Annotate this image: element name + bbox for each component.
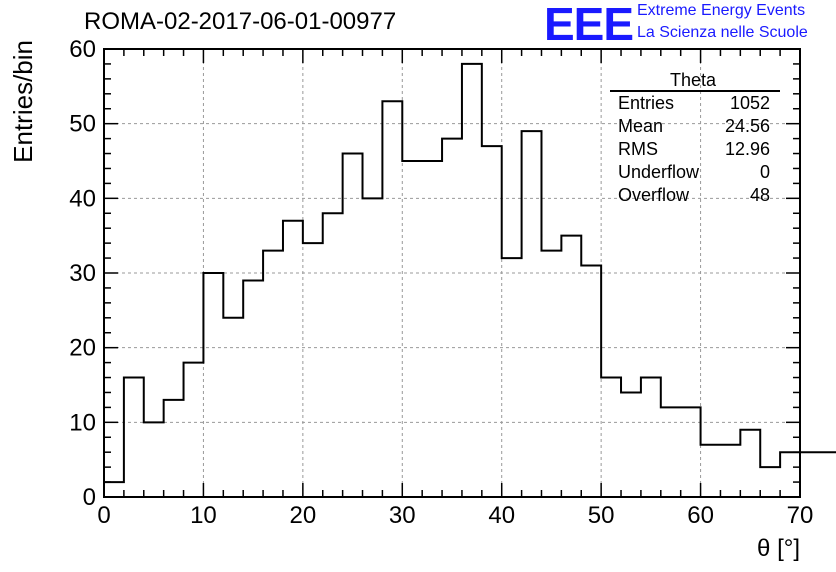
stats-label: Mean <box>618 116 664 136</box>
y-axis-label: Entries/bin <box>8 40 38 163</box>
x-tick-label: 50 <box>588 502 615 529</box>
stats-value: 24.56 <box>724 116 770 136</box>
stats-row-mean: Mean 24.56 <box>610 115 780 138</box>
stats-box: Theta Entries 1052 Mean 24.56 RMS 12.96 … <box>610 70 780 207</box>
eee-logo: EEE <box>544 0 634 50</box>
y-tick-label: 60 <box>69 36 96 63</box>
x-tick-label: 10 <box>190 502 217 529</box>
stats-label: Overflow <box>618 185 690 205</box>
y-tick-label: 0 <box>83 484 96 511</box>
y-tick-label: 10 <box>69 409 96 436</box>
stats-label: Entries <box>618 93 675 113</box>
stats-label: Underflow <box>618 162 700 182</box>
stats-value: 0 <box>759 162 770 182</box>
y-tick-label: 20 <box>69 335 96 362</box>
histogram-bins <box>103 62 836 497</box>
stats-value: 48 <box>749 185 770 205</box>
x-tick-label: 30 <box>389 502 416 529</box>
tick-labels: 0 10 20 30 40 50 60 70 0 10 20 30 40 50 60 <box>69 36 813 529</box>
stats-row-underflow: Underflow 0 <box>610 161 780 184</box>
y-tick-label: 40 <box>69 185 96 212</box>
x-axis-label: θ [°] <box>757 535 800 562</box>
x-tick-label: 40 <box>488 502 515 529</box>
histogram-outline <box>103 62 836 497</box>
stats-value: 12.96 <box>724 139 770 159</box>
stats-row-rms: RMS 12.96 <box>610 138 780 161</box>
stats-title: Theta <box>610 70 780 92</box>
y-tick-label: 30 <box>69 260 96 287</box>
stats-value: 1052 <box>729 93 770 113</box>
x-tick-label: 20 <box>290 502 317 529</box>
x-tick-label: 0 <box>97 502 110 529</box>
run-title: ROMA-02-2017-06-01-00977 <box>84 8 397 35</box>
stats-row-overflow: Overflow 48 <box>610 184 780 207</box>
stats-row-entries: Entries 1052 <box>610 92 780 115</box>
x-tick-label: 70 <box>787 502 814 529</box>
logo-tagline-1: Extreme Energy Events <box>637 2 806 19</box>
stats-label: RMS <box>618 139 658 159</box>
x-tick-label: 60 <box>687 502 714 529</box>
y-tick-label: 50 <box>69 111 96 138</box>
logo-tagline-2: La Scienza nelle Scuole <box>637 24 808 41</box>
